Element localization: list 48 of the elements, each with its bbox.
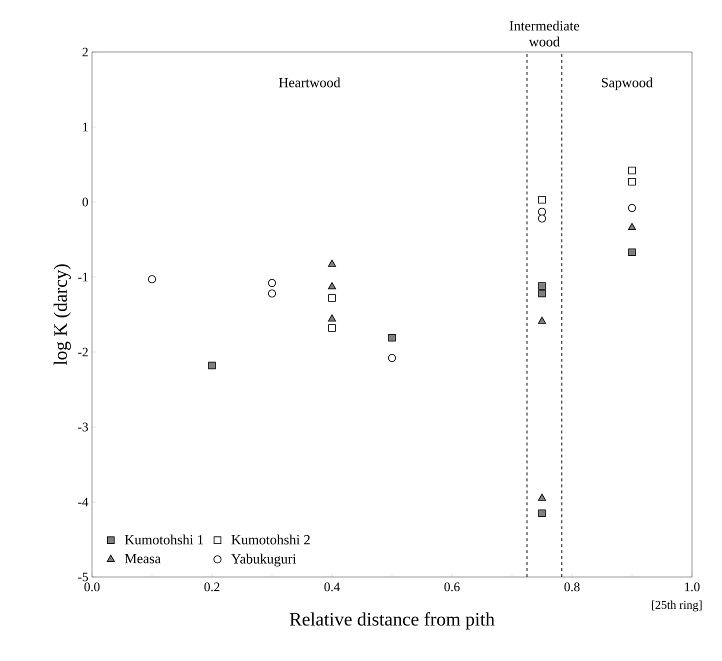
point bbox=[328, 324, 336, 332]
x-tick-label: 0.4 bbox=[324, 582, 340, 592]
y-tick-label: 1 bbox=[83, 122, 88, 132]
legend-label: Yabukuguri bbox=[231, 554, 296, 566]
point bbox=[328, 282, 336, 290]
legend-label: Kumotohshi 1 bbox=[124, 534, 204, 544]
point bbox=[538, 316, 546, 324]
text: [25th ring] bbox=[652, 600, 702, 612]
x-axis-title: Relative distance from pith bbox=[290, 612, 495, 630]
point bbox=[538, 509, 546, 518]
x-tick-label: 0.8 bbox=[564, 582, 580, 592]
annotation: Heartwood bbox=[278, 78, 340, 88]
point bbox=[538, 214, 546, 222]
x-tick-label: 0.6 bbox=[444, 582, 460, 592]
y-tick-label: -4 bbox=[78, 498, 88, 506]
point bbox=[268, 290, 276, 298]
point bbox=[268, 279, 276, 287]
y-tick-label: -3 bbox=[78, 422, 88, 432]
y-tick-label: -1 bbox=[78, 272, 88, 282]
text: Intermediate wood bbox=[510, 20, 580, 46]
point bbox=[538, 282, 546, 290]
y-tick-label: -2 bbox=[78, 348, 88, 356]
point bbox=[208, 362, 216, 370]
point bbox=[628, 248, 636, 256]
y-axis-title: log K (darcy) bbox=[54, 264, 71, 366]
point bbox=[328, 314, 336, 322]
y-tick-label: 0 bbox=[82, 198, 88, 206]
point bbox=[628, 204, 636, 212]
annotation: Sapwood bbox=[602, 78, 653, 90]
point bbox=[628, 178, 636, 186]
x-tick-label: 0.0 bbox=[84, 582, 100, 592]
point bbox=[538, 494, 546, 501]
legend-label: Measa bbox=[124, 554, 161, 564]
legend-label: Kumotohshi 2 bbox=[231, 534, 310, 544]
point bbox=[538, 290, 546, 298]
point bbox=[388, 354, 396, 362]
point bbox=[538, 208, 546, 216]
point bbox=[328, 260, 336, 267]
y-tick-label: 2 bbox=[82, 48, 88, 56]
x-tick-label: 0.2 bbox=[204, 582, 220, 592]
y-tick-label: -5 bbox=[78, 572, 88, 582]
point bbox=[628, 222, 636, 230]
point bbox=[328, 294, 336, 302]
point bbox=[628, 166, 636, 174]
point bbox=[148, 275, 156, 284]
point bbox=[388, 334, 396, 342]
x-tick-label: 1.0 bbox=[685, 582, 700, 592]
point bbox=[538, 196, 546, 204]
